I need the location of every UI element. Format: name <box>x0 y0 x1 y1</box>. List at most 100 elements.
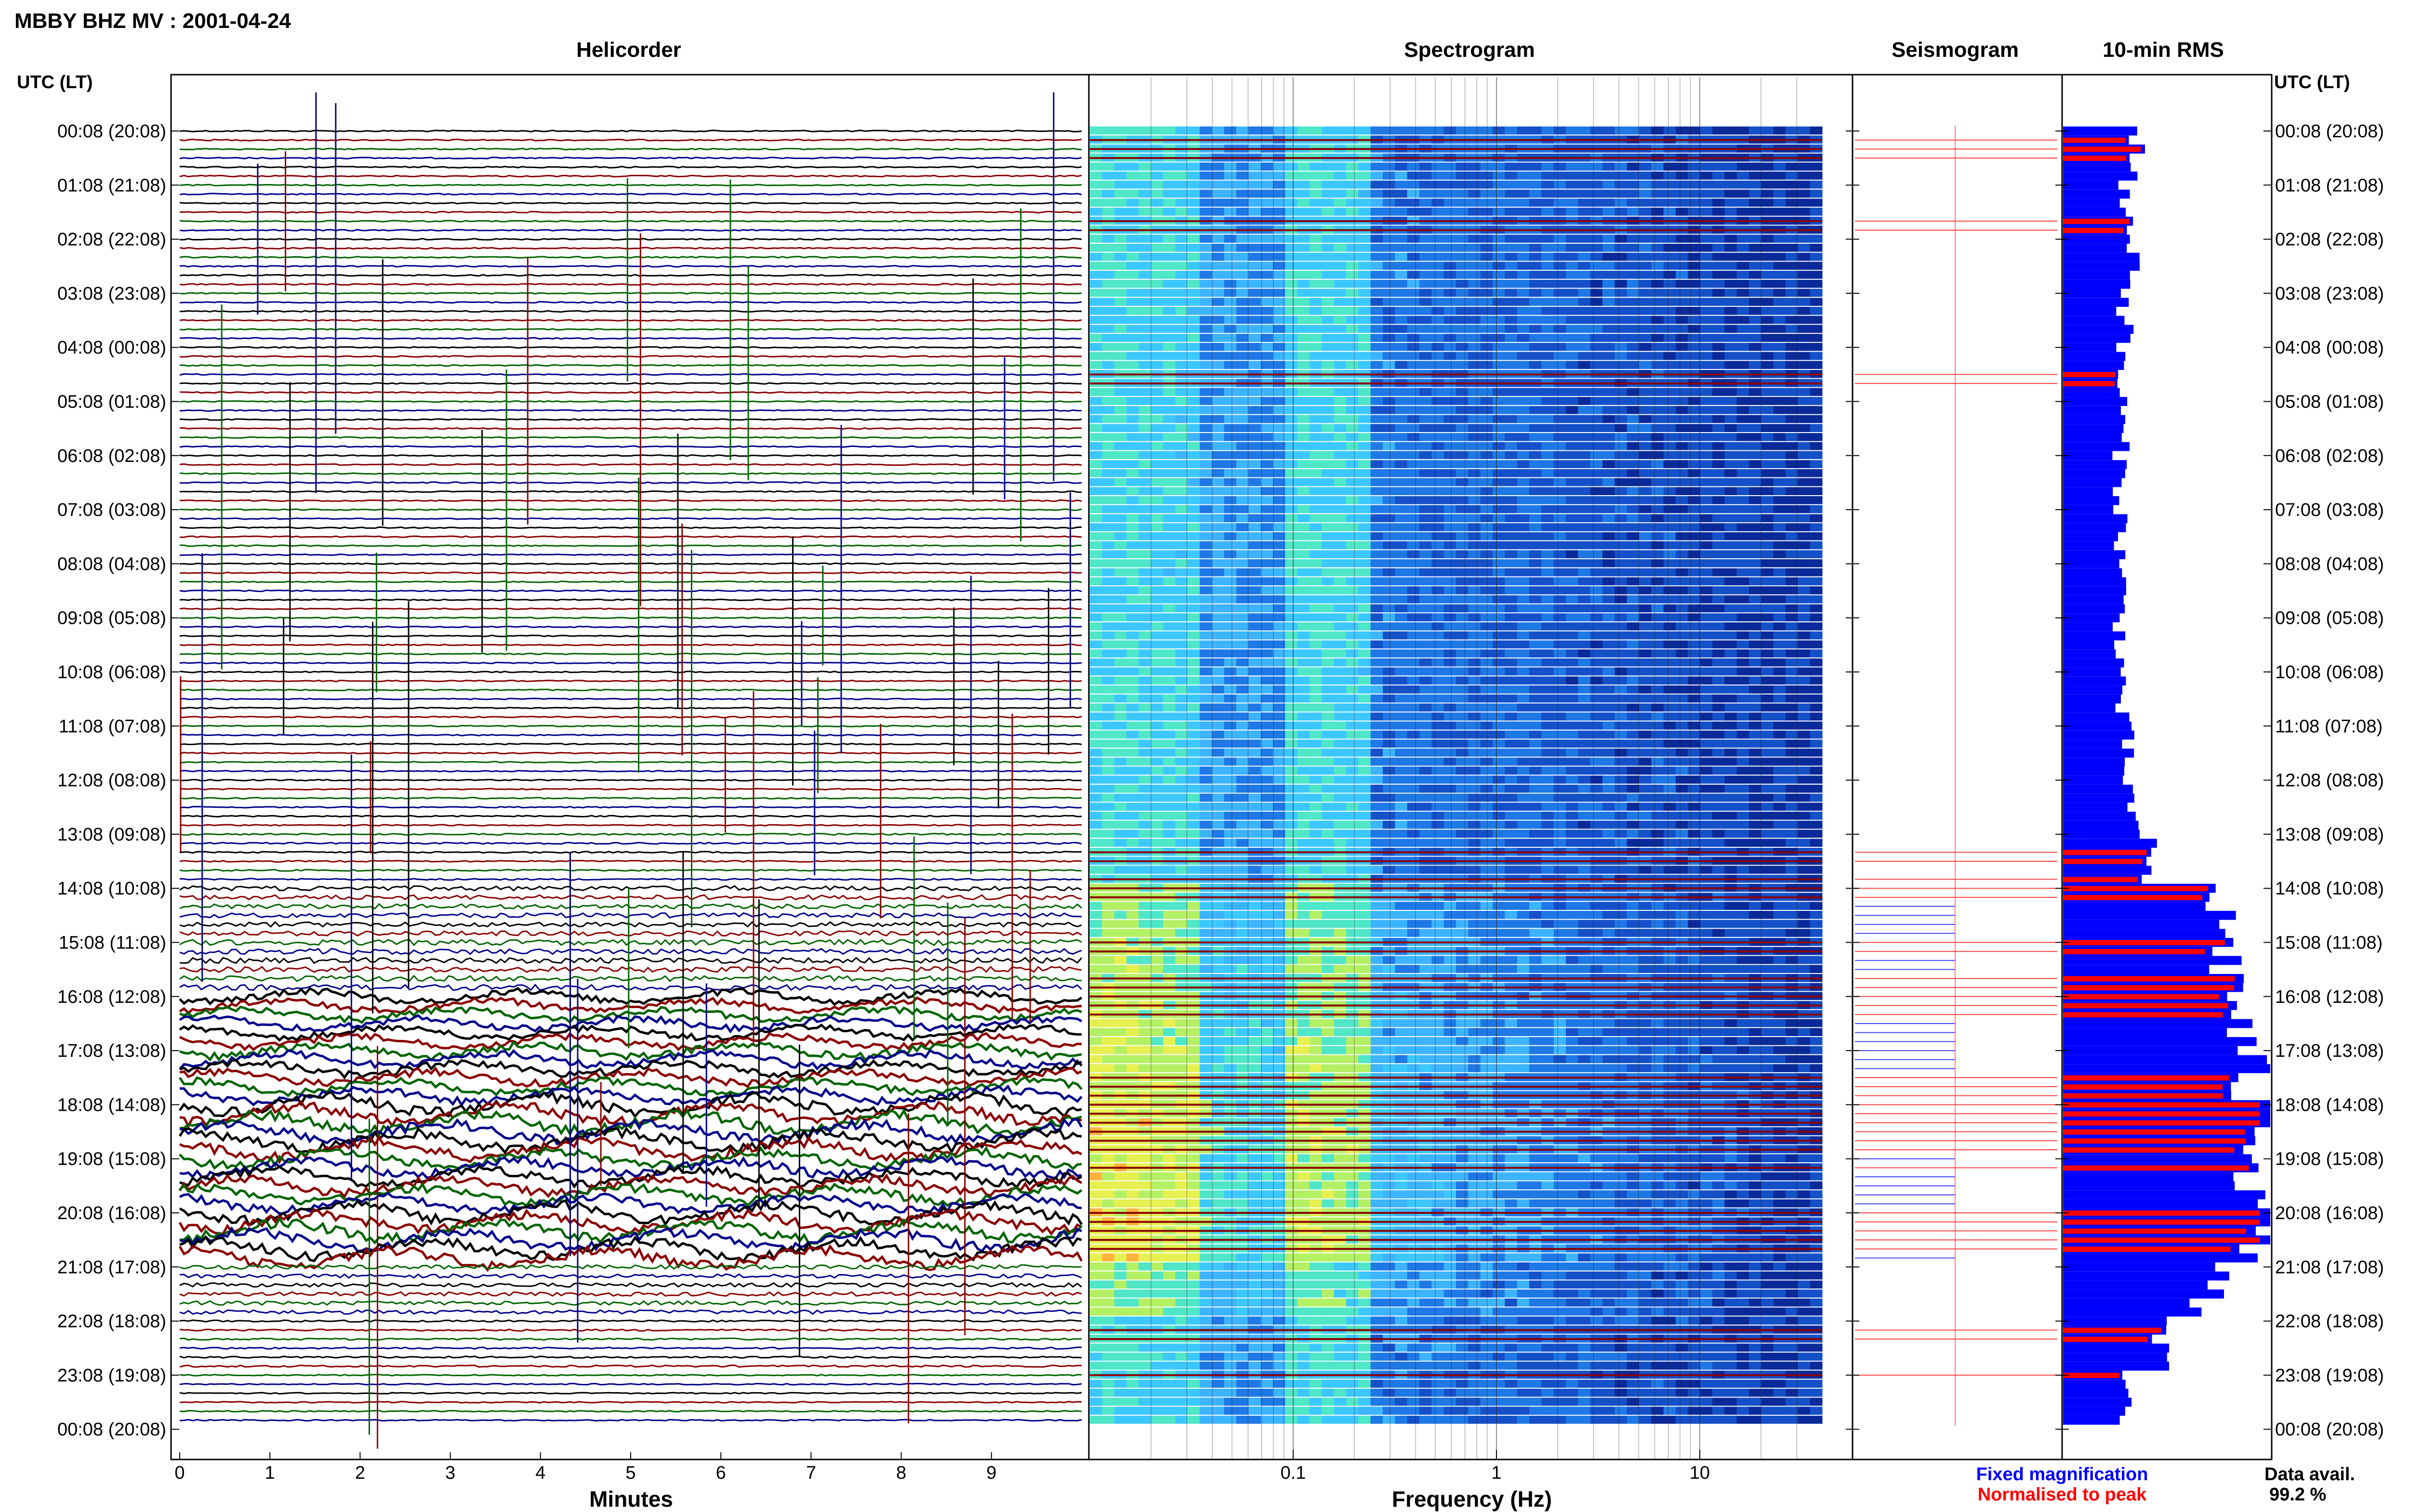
spectrogram-cell <box>1529 271 1542 279</box>
spectrogram-cell <box>1505 866 1518 874</box>
spectrogram-cell <box>1761 433 1774 441</box>
spectrogram-cell <box>1187 802 1200 811</box>
spectrogram-cell <box>1505 442 1518 450</box>
spectrogram-cell <box>1761 721 1774 730</box>
spectrogram-cell <box>1260 487 1273 495</box>
spectrogram-cell <box>1602 298 1615 306</box>
spectrogram-cell <box>1578 559 1591 567</box>
spectrogram-cell <box>1736 298 1749 306</box>
spectrogram-cell <box>1310 271 1322 279</box>
spectrogram-cell <box>1126 397 1139 405</box>
spectrogram-cell <box>1493 307 1505 315</box>
spectrogram-cell <box>1712 622 1725 631</box>
spectrogram-cell <box>1090 766 1102 775</box>
spectrogram-cell <box>1310 244 1322 252</box>
spectrogram-cell <box>1676 252 1688 261</box>
spectrogram-cell <box>1322 703 1335 712</box>
spectrogram-cell <box>1114 198 1127 207</box>
spectrogram-cell <box>1102 667 1115 676</box>
spectrogram-cell <box>1322 631 1335 640</box>
spectrogram-cell <box>1749 298 1761 306</box>
spectrogram-cell <box>1187 776 1200 784</box>
spectrogram-cell <box>1431 388 1444 396</box>
spectrogram-cell <box>1480 622 1493 631</box>
spectrogram-cell <box>1090 712 1102 721</box>
spectrogram-cell <box>1407 433 1420 441</box>
spectrogram-cell <box>1138 126 1152 135</box>
spectrogram-cell <box>1285 785 1298 793</box>
spectrogram-cell <box>1773 325 1786 333</box>
spectrogram-cell <box>1810 235 1823 243</box>
spectrogram-cell <box>1615 415 1628 423</box>
spectrogram-cell <box>1370 406 1383 414</box>
spectrogram-cell <box>1395 388 1408 396</box>
spectrogram-cell <box>1212 415 1225 423</box>
spectrogram-cell <box>1468 640 1481 649</box>
spectrogram-cell <box>1505 460 1518 468</box>
spectrogram-cell <box>1468 244 1481 252</box>
spectrogram-cell <box>1736 271 1749 279</box>
spectrogram-cell <box>1798 469 1811 477</box>
spectrogram-cell <box>1346 460 1359 468</box>
spectrogram-cell <box>1529 550 1542 558</box>
spectrogram-cell <box>1175 694 1188 703</box>
spectrogram-cell <box>1456 559 1469 567</box>
spectrogram-cell <box>1749 739 1761 748</box>
spectrogram-cell <box>1297 235 1310 243</box>
spectrogram-cell <box>1456 162 1469 171</box>
spectrogram-cell <box>1090 397 1102 405</box>
spectrogram-cell <box>1358 325 1371 333</box>
spectrogram-cell <box>1529 298 1542 306</box>
spectrogram-cell <box>1260 514 1273 523</box>
spectrogram-cell <box>1578 658 1591 667</box>
spectrogram-cell <box>1566 388 1578 396</box>
spectrogram-cell <box>1248 342 1261 351</box>
spectrogram-cell <box>1138 342 1152 351</box>
spectrogram-cell <box>1090 235 1102 243</box>
spectrogram-cell <box>1297 820 1310 829</box>
spectrogram-cell <box>1260 622 1273 631</box>
spectrogram-cell <box>1505 595 1518 604</box>
spectrogram-cell <box>1688 352 1701 360</box>
spectrogram-cell <box>1443 532 1456 540</box>
spectrogram-cell <box>1102 559 1115 567</box>
spectrogram-cell <box>1200 162 1212 171</box>
spectrogram-cell <box>1297 424 1310 432</box>
spectrogram-cell <box>1786 126 1798 135</box>
spectrogram-cell <box>1175 622 1188 631</box>
spectrogram-cell <box>1541 658 1554 667</box>
spectrogram-cell <box>1383 568 1395 577</box>
spectrogram-cell <box>1224 406 1237 414</box>
spectrogram-cell <box>1627 397 1640 405</box>
spectrogram-cell <box>1358 523 1371 531</box>
spectrogram-cell <box>1285 171 1298 180</box>
spectrogram-cell <box>1273 298 1285 306</box>
spectrogram-cell <box>1090 361 1102 369</box>
spectrogram-cell <box>1224 541 1237 550</box>
spectrogram-cell <box>1456 451 1469 460</box>
spectrogram-cell <box>1724 126 1737 135</box>
spectrogram-cell <box>1334 307 1347 315</box>
spectrogram-cell <box>1334 487 1347 495</box>
spectrogram-cell <box>1724 496 1737 504</box>
spectrogram-cell <box>1456 361 1469 369</box>
spectrogram-cell <box>1602 694 1615 703</box>
spectrogram-cell <box>1724 162 1737 171</box>
spectrogram-cell <box>1212 604 1225 613</box>
spectrogram-cell <box>1529 685 1542 694</box>
spectrogram-cell <box>1310 749 1322 757</box>
spectrogram-cell <box>1688 559 1701 567</box>
spectrogram-cell <box>1688 622 1701 631</box>
spectrogram-cell <box>1676 189 1688 198</box>
spectrogram-cell <box>1566 342 1578 351</box>
spectrogram-cell <box>1773 577 1786 586</box>
spectrogram-cell <box>1627 550 1640 558</box>
spectrogram-cell <box>1358 730 1371 739</box>
spectrogram-cell <box>1297 289 1310 297</box>
spectrogram-cell <box>1224 342 1237 351</box>
spectrogram-cell <box>1651 577 1664 586</box>
spectrogram-cell <box>1786 316 1798 324</box>
spectrogram-cell <box>1541 316 1554 324</box>
spectrogram-cell <box>1358 839 1371 847</box>
spectrogram-cell <box>1639 839 1652 847</box>
